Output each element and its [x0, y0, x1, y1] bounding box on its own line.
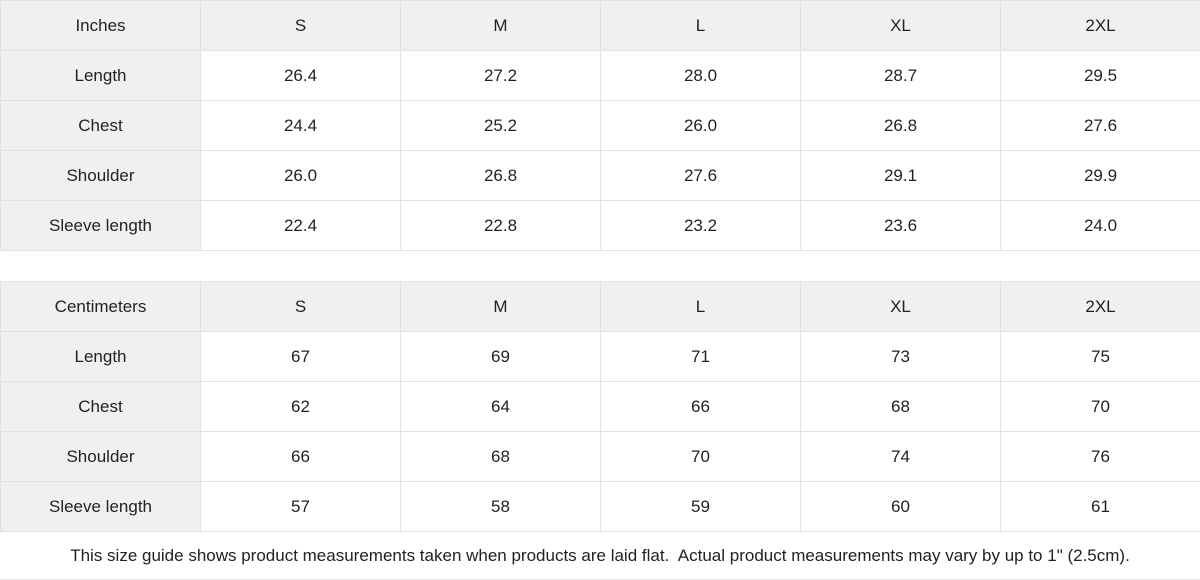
size-cell: 23.6: [800, 200, 1001, 251]
row-label-length: Length: [0, 50, 201, 101]
size-cell: 22.8: [400, 200, 601, 251]
size-cell: 24.0: [1000, 200, 1200, 251]
size-cell: 29.5: [1000, 50, 1200, 101]
size-cell: 61: [1000, 481, 1200, 532]
size-cell: 66: [600, 381, 801, 432]
size-cell: 67: [200, 331, 401, 382]
row-label-shoulder: Shoulder: [0, 150, 201, 201]
table-row: Length 26.4 27.2 28.0 28.7 29.5: [0, 50, 1200, 101]
size-cell: 69: [400, 331, 601, 382]
size-cell: 28.7: [800, 50, 1001, 101]
size-cell: 71: [600, 331, 801, 382]
column-header-xl: XL: [800, 0, 1001, 51]
size-cell: 73: [800, 331, 1001, 382]
column-header-l: L: [600, 281, 801, 332]
size-cell: 26.4: [200, 50, 401, 101]
size-cell: 59: [600, 481, 801, 532]
size-cell: 25.2: [400, 100, 601, 151]
table-row: Sleeve length 22.4 22.8 23.2 23.6 24.0: [0, 200, 1200, 251]
size-cell: 62: [200, 381, 401, 432]
size-cell: 75: [1000, 331, 1200, 382]
table-row: Shoulder 66 68 70 74 76: [0, 431, 1200, 482]
size-cell: 70: [1000, 381, 1200, 432]
column-header-l: L: [600, 0, 801, 51]
size-cell: 57: [200, 481, 401, 532]
centimeters-header-row: Centimeters S M L XL 2XL: [0, 281, 1200, 332]
column-header-xl: XL: [800, 281, 1001, 332]
row-label-chest: Chest: [0, 381, 201, 432]
table-row: Chest 24.4 25.2 26.0 26.8 27.6: [0, 100, 1200, 151]
table-row: Sleeve length 57 58 59 60 61: [0, 481, 1200, 532]
unit-header-centimeters: Centimeters: [0, 281, 201, 332]
size-cell: 70: [600, 431, 801, 482]
size-cell: 64: [400, 381, 601, 432]
size-cell: 26.8: [800, 100, 1001, 151]
size-cell: 26.0: [600, 100, 801, 151]
size-cell: 29.1: [800, 150, 1001, 201]
size-guide-note: This size guide shows product measuremen…: [0, 532, 1200, 580]
row-label-sleeve-length: Sleeve length: [0, 481, 201, 532]
row-label-length: Length: [0, 331, 201, 382]
centimeters-table: Centimeters S M L XL 2XL Length 67 69 71…: [0, 281, 1200, 532]
column-header-s: S: [200, 281, 401, 332]
row-label-shoulder: Shoulder: [0, 431, 201, 482]
table-row: Length 67 69 71 73 75: [0, 331, 1200, 382]
inches-header-row: Inches S M L XL 2XL: [0, 0, 1200, 51]
size-cell: 27.6: [600, 150, 801, 201]
size-cell: 26.0: [200, 150, 401, 201]
size-cell: 76: [1000, 431, 1200, 482]
size-cell: 23.2: [600, 200, 801, 251]
size-cell: 24.4: [200, 100, 401, 151]
size-cell: 74: [800, 431, 1001, 482]
size-cell: 22.4: [200, 200, 401, 251]
size-cell: 26.8: [400, 150, 601, 201]
table-row: Shoulder 26.0 26.8 27.6 29.1 29.9: [0, 150, 1200, 201]
column-header-s: S: [200, 0, 401, 51]
size-cell: 27.6: [1000, 100, 1200, 151]
column-header-m: M: [400, 281, 601, 332]
table-row: Chest 62 64 66 68 70: [0, 381, 1200, 432]
table-gap: [0, 251, 1200, 281]
column-header-2xl: 2XL: [1000, 281, 1200, 332]
unit-header-inches: Inches: [0, 0, 201, 51]
inches-table: Inches S M L XL 2XL Length 26.4 27.2 28.…: [0, 0, 1200, 251]
size-cell: 66: [200, 431, 401, 482]
column-header-m: M: [400, 0, 601, 51]
size-cell: 60: [800, 481, 1001, 532]
size-cell: 68: [400, 431, 601, 482]
size-cell: 28.0: [600, 50, 801, 101]
size-cell: 68: [800, 381, 1001, 432]
size-cell: 29.9: [1000, 150, 1200, 201]
column-header-2xl: 2XL: [1000, 0, 1200, 51]
size-cell: 27.2: [400, 50, 601, 101]
row-label-chest: Chest: [0, 100, 201, 151]
size-cell: 58: [400, 481, 601, 532]
row-label-sleeve-length: Sleeve length: [0, 200, 201, 251]
